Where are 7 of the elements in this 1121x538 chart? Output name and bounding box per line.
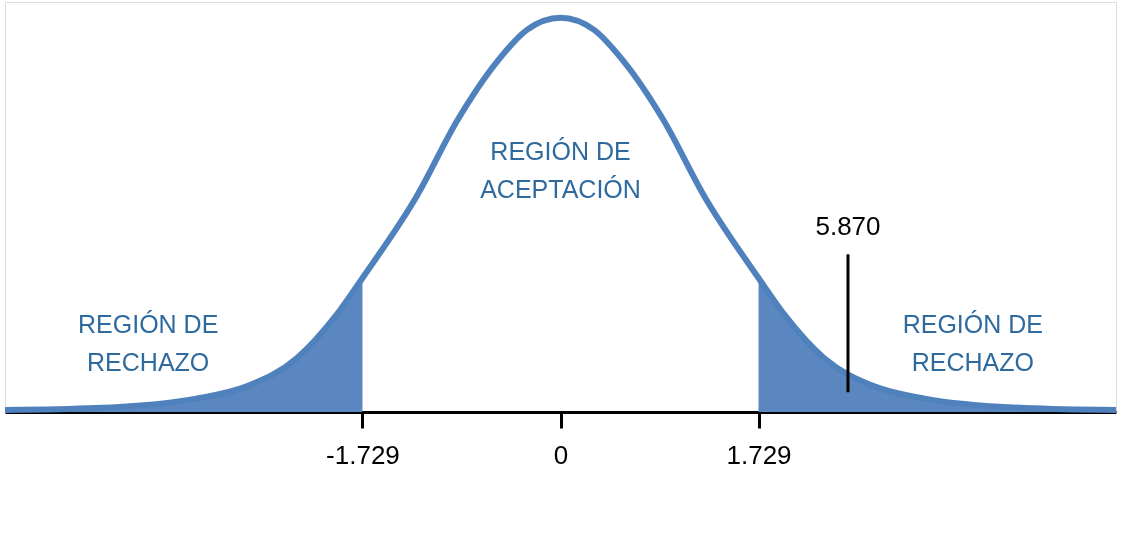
- x-tick-label: -1.729: [326, 439, 400, 470]
- x-tick-label: 1.729: [726, 439, 792, 470]
- annotation: REGIÓN DE ACEPTACIÓN: [480, 136, 641, 203]
- x-tick-label: 0: [553, 439, 569, 470]
- annotation: REGIÓN DE RECHAZO: [78, 310, 219, 377]
- annotation: 5.870: [815, 211, 881, 242]
- annotation: REGIÓN DE RECHAZO: [902, 310, 1043, 377]
